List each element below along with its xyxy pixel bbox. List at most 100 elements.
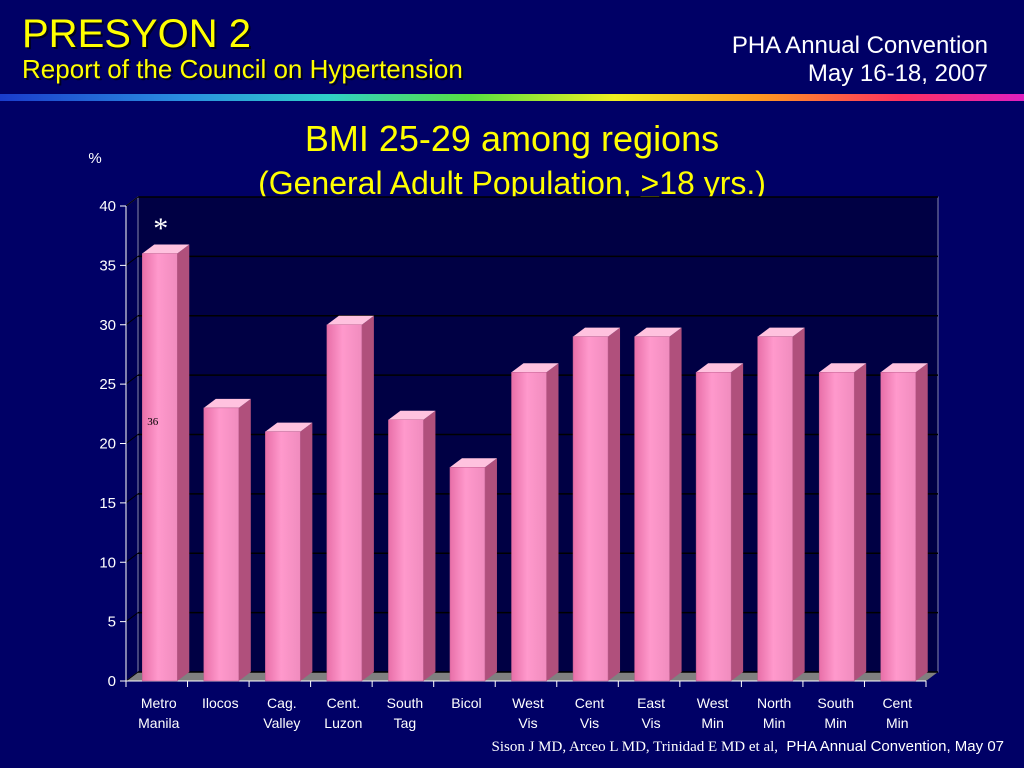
gridline-diagonal <box>125 552 139 563</box>
bar-12 <box>880 363 928 682</box>
gridline-diagonal <box>125 196 139 207</box>
header-title: PRESYON 2 <box>22 12 251 56</box>
bar-7 <box>572 327 621 682</box>
bar-top <box>757 327 805 337</box>
x-category-label: West <box>512 695 544 711</box>
x-category-label: Metro <box>141 695 177 711</box>
bar-top <box>265 422 313 432</box>
gridline-diagonal <box>125 493 139 504</box>
bar-top <box>203 398 251 408</box>
bar-top <box>142 244 190 254</box>
bar-data-label: 36 <box>147 416 159 428</box>
bar-top <box>573 327 621 337</box>
bar-side <box>300 422 313 681</box>
y-tick-label: 30 <box>99 317 116 334</box>
significance-asterisk: * <box>153 212 168 245</box>
x-category-label: Luzon <box>324 715 362 731</box>
y-tick-label: 25 <box>99 376 116 393</box>
bar-front <box>634 336 670 682</box>
bar-front <box>326 324 363 682</box>
bar-top <box>696 363 744 373</box>
y-tick-label: 10 <box>99 554 116 571</box>
gridline-diagonal <box>125 612 139 623</box>
bar-top <box>449 458 497 468</box>
bar-side <box>792 327 805 681</box>
gridline-diagonal <box>125 434 139 444</box>
bar-front <box>695 372 732 682</box>
bar-3 <box>326 315 374 682</box>
citation-authors: Sison J MD, Arceo L MD, Trinidad E MD et… <box>491 739 779 755</box>
x-category-label: Tag <box>394 715 417 731</box>
x-category-label: West <box>697 695 729 711</box>
chart-title: BMI 25-29 among regions <box>304 118 720 159</box>
y-tick-label: 15 <box>99 495 116 512</box>
bar-side <box>238 398 251 681</box>
x-category-label: Valley <box>263 715 300 731</box>
citation: Sison J MD, Arceo L MD, Trinidad E MD et… <box>491 738 1004 756</box>
bar-front <box>449 467 486 682</box>
bar-top <box>634 327 682 337</box>
bar-front <box>818 372 855 682</box>
x-category-label: East <box>637 695 665 711</box>
bar-side <box>669 327 682 681</box>
bar-top <box>511 363 559 373</box>
bar-1 <box>203 398 251 682</box>
x-category-label: Cent. <box>327 695 360 711</box>
bar-front <box>265 431 301 682</box>
bar-4 <box>388 410 436 682</box>
bar-10 <box>757 327 805 682</box>
bar-side <box>915 363 928 681</box>
bar-front <box>880 372 916 682</box>
bar-top <box>819 363 867 373</box>
rainbow-divider <box>0 94 1024 101</box>
x-category-label: Vis <box>580 715 599 731</box>
bar-8 <box>634 327 682 682</box>
y-tick-label: 5 <box>108 614 116 631</box>
gridline-diagonal <box>125 315 139 326</box>
bar-side <box>546 363 559 681</box>
bar-side <box>423 410 436 681</box>
x-category-label: Bicol <box>451 695 481 711</box>
x-category-label: Vis <box>518 715 537 731</box>
x-category-label: Manila <box>138 715 179 731</box>
bar-6 <box>511 363 559 682</box>
bar-side <box>608 327 621 681</box>
x-category-label: Min <box>824 715 847 731</box>
x-category-label: Cent <box>882 695 912 711</box>
bar-side <box>177 244 190 681</box>
bar-front <box>388 419 424 682</box>
y-tick-label: 40 <box>99 198 116 215</box>
x-category-label: Min <box>701 715 724 731</box>
conference-dates: May 16-18, 2007 <box>807 60 988 87</box>
bar-side <box>361 315 374 681</box>
header-subtitle: Report of the Council on Hypertension <box>22 54 463 84</box>
y-tick-label: 35 <box>99 257 116 274</box>
chart-bars <box>142 244 928 682</box>
x-category-label: Min <box>763 715 786 731</box>
y-axis-unit: % <box>88 150 101 167</box>
x-category-label: North <box>757 695 791 711</box>
gridline-diagonal <box>125 671 139 682</box>
gridline-diagonal <box>125 255 139 266</box>
x-category-label: Ilocos <box>202 695 239 711</box>
x-category-label: Cag. <box>267 695 297 711</box>
bar-front <box>757 336 793 682</box>
bar-2 <box>265 422 313 682</box>
x-category-label: South <box>387 695 424 711</box>
bar-top <box>388 410 436 420</box>
x-category-label: Vis <box>641 715 660 731</box>
bar-9 <box>695 363 744 682</box>
bar-0 <box>142 244 190 682</box>
x-category-label: Min <box>886 715 909 731</box>
bar-side <box>731 363 744 681</box>
citation-source: PHA Annual Convention, May 07 <box>786 738 1004 755</box>
bar-front <box>511 372 547 682</box>
chart-subtitle-symbol: > <box>640 165 660 201</box>
x-category-label: Cent <box>575 695 605 711</box>
bar-front <box>572 336 609 682</box>
y-tick-label: 0 <box>108 673 116 690</box>
bar-top <box>880 363 928 373</box>
chart-subtitle-prefix: (General Adult Population, <box>258 165 641 201</box>
chart-labels: 0 5 10 15 20 25 30 35 40 Metro Manila Ilocos Cag. Val… <box>99 198 912 731</box>
